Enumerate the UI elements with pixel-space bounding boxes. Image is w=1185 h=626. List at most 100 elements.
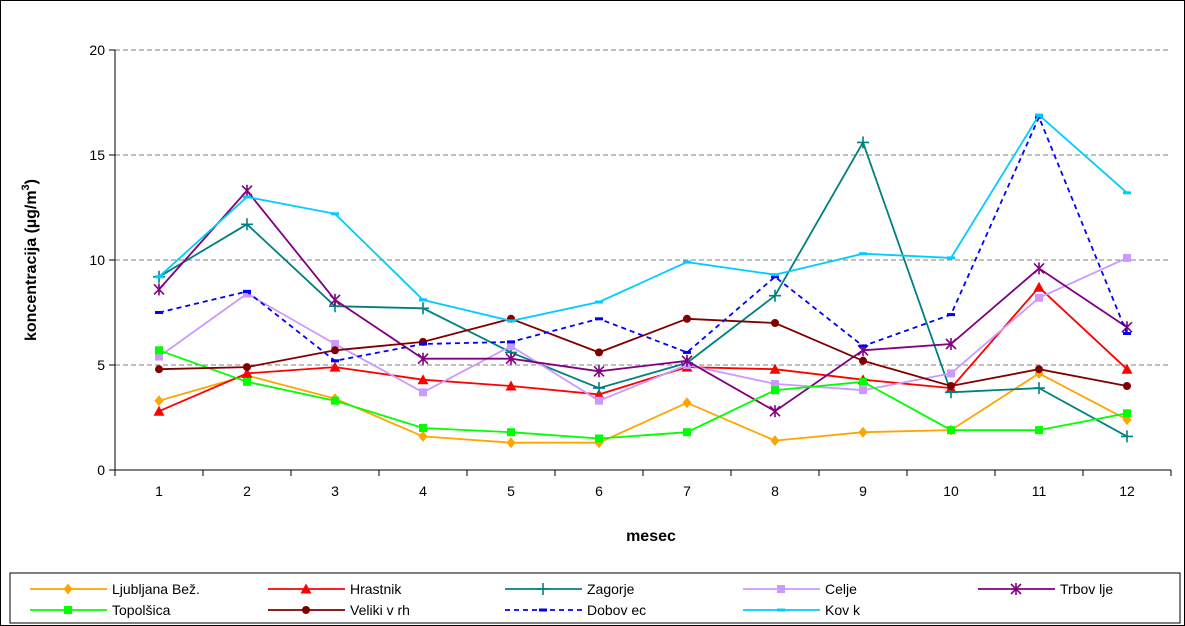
data-point-7-2 xyxy=(331,359,339,363)
y-axis-title-close: ) xyxy=(23,179,40,184)
legend-label-3: Celje xyxy=(825,581,857,597)
legend-item-0: Ljubljana Bež. xyxy=(30,581,200,597)
y-tick-label-5: 5 xyxy=(97,357,105,373)
legend-item-1: Hrastnik xyxy=(268,581,402,597)
series-line-0 xyxy=(158,372,1128,444)
data-point-0-4 xyxy=(506,437,516,449)
data-point-3-5 xyxy=(595,396,603,405)
y-axis-title-sup: 3 xyxy=(20,184,32,190)
data-point-1-3 xyxy=(417,374,429,385)
x-tick-label-10: 10 xyxy=(943,483,959,499)
data-point-1-10 xyxy=(1033,281,1045,292)
data-point-0-3 xyxy=(418,430,428,442)
data-point-0-6 xyxy=(682,397,692,409)
data-point-5-0 xyxy=(155,346,163,355)
series-line-8 xyxy=(158,113,1128,322)
data-point-2-1 xyxy=(241,218,253,231)
series-4 xyxy=(153,184,1133,418)
data-point-2-11 xyxy=(1121,430,1133,443)
data-point-4-7 xyxy=(769,405,781,418)
legend-label-8: Kov k xyxy=(825,602,861,618)
y-axis-title: koncentracija (µg/m3) xyxy=(20,179,40,341)
series-6 xyxy=(155,314,1131,390)
data-point-4-5 xyxy=(593,365,605,378)
data-point-6-9 xyxy=(947,382,955,390)
data-point-0-7 xyxy=(770,435,780,447)
data-point-8-11 xyxy=(1123,191,1131,195)
data-point-4-10 xyxy=(1033,262,1045,275)
data-point-6-8 xyxy=(859,356,867,365)
series-line-3 xyxy=(158,257,1128,402)
data-point-0-0 xyxy=(154,395,164,407)
data-point-2-7 xyxy=(769,289,781,302)
data-point-5-9 xyxy=(947,426,955,435)
data-point-8-7 xyxy=(771,273,779,277)
x-tick-label-9: 9 xyxy=(859,483,867,499)
data-point-8-6 xyxy=(683,260,691,264)
x-tick-label-3: 3 xyxy=(331,483,339,499)
series-7 xyxy=(155,114,1131,363)
data-point-3-3 xyxy=(419,388,427,397)
plot-series xyxy=(153,113,1133,449)
data-point-1-7 xyxy=(769,363,781,374)
data-point-7-3 xyxy=(419,342,427,346)
x-tick-label-4: 4 xyxy=(419,483,427,499)
data-point-3-1 xyxy=(243,289,251,298)
legend-item-7: Dobov ec xyxy=(505,602,646,618)
data-point-7-4 xyxy=(507,340,515,344)
y-tick-labels: 0 5 10 15 20 xyxy=(89,42,105,478)
legend-swatch-marker-8 xyxy=(777,608,785,612)
data-point-4-0 xyxy=(153,283,165,296)
y-tick-label-0: 0 xyxy=(97,462,105,478)
legend-swatch-marker-6 xyxy=(302,606,310,614)
data-point-4-9 xyxy=(945,338,957,350)
data-point-6-6 xyxy=(683,314,691,323)
data-point-6-11 xyxy=(1123,382,1131,390)
y-tick-label-20: 20 xyxy=(89,42,105,58)
data-point-8-1 xyxy=(243,195,251,199)
x-axis-title: mesec xyxy=(626,528,676,545)
data-point-8-3 xyxy=(419,298,427,302)
data-point-8-5 xyxy=(595,300,603,304)
data-point-6-0 xyxy=(155,365,163,374)
legend-swatch-marker-0 xyxy=(63,583,73,595)
legend-swatch-marker-3 xyxy=(777,585,785,593)
series-line-5 xyxy=(158,349,1128,440)
data-point-3-0 xyxy=(155,352,163,361)
x-tick-label-8: 8 xyxy=(771,483,779,499)
data-point-1-4 xyxy=(505,380,517,391)
data-point-5-5 xyxy=(595,434,603,443)
data-point-8-4 xyxy=(507,319,515,323)
data-point-5-7 xyxy=(771,386,779,395)
data-point-7-6 xyxy=(683,350,691,354)
x-tick-label-12: 12 xyxy=(1119,483,1135,499)
axes xyxy=(109,49,1172,476)
legend-swatch-marker-1 xyxy=(300,583,312,594)
data-point-3-11 xyxy=(1123,253,1131,262)
data-point-4-3 xyxy=(417,352,429,365)
data-point-3-8 xyxy=(859,386,867,395)
legend-label-2: Zagorje xyxy=(587,581,635,597)
data-point-1-1 xyxy=(241,367,253,378)
data-point-2-8 xyxy=(857,136,869,149)
data-point-1-11 xyxy=(1121,363,1133,374)
data-point-2-10 xyxy=(1033,382,1045,395)
x-tick-labels: 1 2 3 4 5 6 7 8 9 10 11 12 xyxy=(155,483,1135,499)
series-line-4 xyxy=(158,189,1128,413)
data-point-7-9 xyxy=(947,313,955,317)
legend-item-6: Veliki v rh xyxy=(268,602,410,618)
x-tick-label-2: 2 xyxy=(243,483,251,499)
data-point-2-5 xyxy=(593,382,605,395)
y-tick-label-15: 15 xyxy=(89,147,105,163)
data-point-0-8 xyxy=(858,426,868,438)
legend-label-0: Ljubljana Bež. xyxy=(112,581,200,597)
data-point-3-10 xyxy=(1035,293,1043,302)
data-point-8-9 xyxy=(947,256,955,260)
data-point-1-2 xyxy=(329,361,341,372)
data-point-5-11 xyxy=(1123,409,1131,418)
legend-swatch-marker-4 xyxy=(1010,583,1022,595)
data-point-8-0 xyxy=(155,275,163,279)
data-point-8-10 xyxy=(1035,113,1043,117)
data-point-6-1 xyxy=(243,363,251,372)
